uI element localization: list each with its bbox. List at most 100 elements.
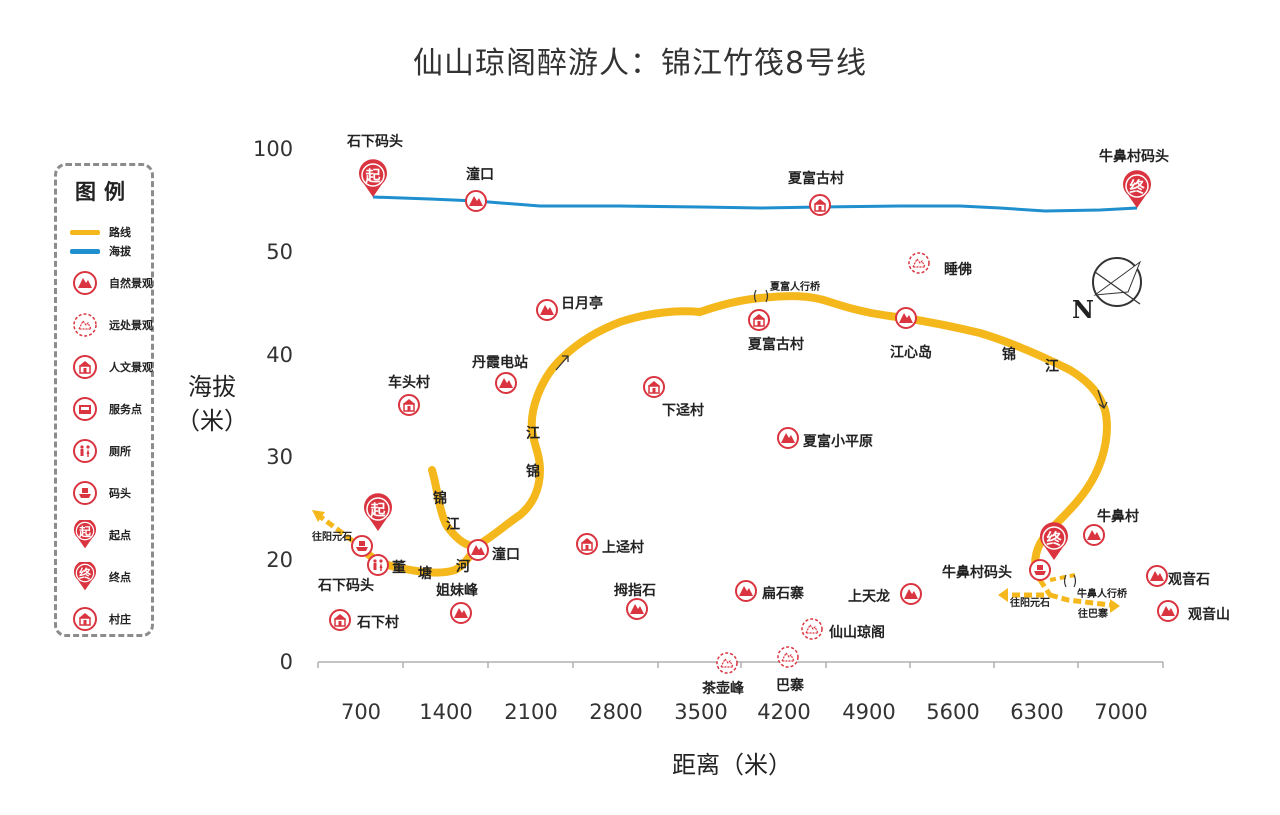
svg-text:起: 起 bbox=[369, 501, 386, 519]
label-shangtianlong: 上天龙 bbox=[848, 589, 890, 605]
distant-mountain-icon bbox=[65, 310, 105, 340]
legend-label: 路线 bbox=[109, 226, 131, 239]
label-chahufeng: 茶壶峰 bbox=[702, 681, 744, 697]
label-end-dock-top: 牛鼻村码头 bbox=[1099, 149, 1169, 165]
village-icon bbox=[65, 604, 105, 634]
label-chetoucun: 车头村 bbox=[388, 375, 430, 391]
legend-label: 远处景观 bbox=[109, 319, 153, 332]
distant-mountain-icon bbox=[777, 646, 799, 668]
dock-icon bbox=[73, 481, 97, 505]
label-shuifo: 睡佛 bbox=[944, 262, 972, 278]
x-tick: 2800 bbox=[589, 700, 643, 724]
x-axis-label: 距离（米） bbox=[672, 751, 792, 779]
village-icon bbox=[748, 309, 770, 331]
label-xiafuxiaopingyuan: 夏富小平原 bbox=[803, 434, 873, 450]
river-label: 河 bbox=[456, 559, 470, 575]
mountain-icon bbox=[900, 583, 922, 605]
legend-item-distant: 远处景观 bbox=[65, 313, 153, 337]
mountain-icon bbox=[777, 427, 799, 449]
river-label: 塘 bbox=[418, 566, 432, 582]
svg-text:终: 终 bbox=[1046, 530, 1062, 548]
river-label: 江 bbox=[526, 426, 540, 442]
bridge-marks bbox=[753, 289, 1077, 588]
legend-label: 终点 bbox=[109, 571, 131, 584]
river-label: 江 bbox=[446, 517, 460, 533]
legend-label: 码头 bbox=[109, 487, 131, 500]
river-label: 锦 bbox=[1002, 347, 1016, 363]
y-axis-label: 海拔 （米） bbox=[176, 370, 248, 438]
y-axis-label-line1: 海拔 bbox=[188, 373, 236, 401]
x-tick: 4200 bbox=[757, 700, 811, 724]
distant-mountain-icon bbox=[716, 652, 738, 674]
mountain-icon bbox=[735, 580, 757, 602]
label-guanyinshi: 观音石 bbox=[1168, 572, 1210, 588]
river-label: 董 bbox=[392, 560, 406, 576]
dock-icon bbox=[351, 535, 373, 557]
label-jiemeifeng: 姐妹峰 bbox=[436, 583, 478, 599]
distant-mountain-icon bbox=[908, 252, 930, 274]
legend-item-village: 村庄 bbox=[65, 607, 131, 631]
label-start-dock-top: 石下码头 bbox=[347, 134, 403, 150]
legend-item-elevation: 海拔 bbox=[65, 239, 131, 263]
end-pin-icon: 终 bbox=[1123, 170, 1151, 208]
village-icon bbox=[398, 394, 420, 416]
y-tick: 100 bbox=[253, 137, 294, 161]
compass-icon bbox=[1092, 257, 1142, 307]
label-xianshanqiongge: 仙山琼阁 bbox=[829, 625, 885, 641]
label-xiafuguc: 夏富古村 bbox=[748, 337, 804, 353]
label-shixiamatou: 石下码头 bbox=[318, 578, 374, 594]
toilet-icon bbox=[65, 436, 105, 466]
compass-north-label: N bbox=[1072, 295, 1094, 324]
label-jiangxindao: 江心岛 bbox=[890, 345, 932, 361]
mountain-icon bbox=[536, 299, 558, 321]
mountain-icon bbox=[467, 539, 489, 561]
service-icon bbox=[65, 394, 105, 424]
temple-icon bbox=[643, 376, 665, 398]
distant-mountain-icon bbox=[801, 618, 823, 640]
legend-label: 人文景观 bbox=[109, 361, 153, 374]
start-pin-icon: 起 bbox=[74, 520, 96, 549]
label-shixiacun: 石下村 bbox=[357, 615, 399, 631]
label-tongkou: 潼口 bbox=[492, 547, 520, 563]
label-tongkou-top: 潼口 bbox=[466, 167, 494, 183]
x-axis-ticks bbox=[317, 662, 1164, 668]
legend-label: 自然景观 bbox=[109, 277, 153, 290]
legend-label: 村庄 bbox=[109, 613, 131, 626]
legend-item-toilet: 厕所 bbox=[65, 439, 131, 463]
label-niubi-bridge: 牛鼻人行桥 bbox=[1077, 589, 1127, 600]
village-icon bbox=[329, 609, 351, 631]
village-icon bbox=[576, 533, 598, 555]
legend-label: 服务点 bbox=[109, 403, 142, 416]
label-shangjingcun: 上迳村 bbox=[602, 540, 644, 556]
legend-label: 厕所 bbox=[109, 445, 131, 458]
start-pin-icon: 起 bbox=[359, 159, 388, 197]
end-pin-icon: 终 bbox=[74, 562, 96, 591]
route-branch-right bbox=[1005, 578, 1055, 598]
river-label: 锦 bbox=[433, 491, 447, 507]
label-xiafu-top: 夏富古村 bbox=[788, 171, 844, 187]
route-line bbox=[428, 292, 1111, 582]
label-niubicunmatou: 牛鼻村码头 bbox=[942, 565, 1012, 581]
y-tick: 20 bbox=[266, 548, 293, 572]
svg-text:起: 起 bbox=[364, 167, 381, 185]
legend-line-elevation bbox=[65, 248, 105, 254]
river-label: 锦 bbox=[526, 464, 540, 480]
x-tick: 2100 bbox=[504, 700, 558, 724]
label-riyueting: 日月亭 bbox=[561, 296, 603, 312]
mountain-icon bbox=[495, 372, 517, 394]
mountain-icon bbox=[450, 602, 472, 624]
dock-icon bbox=[1029, 559, 1051, 581]
mountain-icon bbox=[626, 598, 648, 620]
x-tick: 5600 bbox=[926, 700, 980, 724]
svg-text:终: 终 bbox=[1129, 178, 1145, 196]
x-tick: 7000 bbox=[1094, 700, 1148, 724]
svg-text:起: 起 bbox=[78, 525, 91, 539]
legend-item-end: 终 终点 bbox=[65, 562, 131, 591]
legend-line-swatch bbox=[70, 248, 100, 254]
legend-item-start: 起 起点 bbox=[65, 520, 131, 549]
y-tick: 50 bbox=[266, 240, 293, 264]
label-wangbazhai: 往巴寨 bbox=[1078, 609, 1108, 620]
toilet-icon bbox=[367, 554, 389, 576]
x-tick: 700 bbox=[340, 700, 382, 724]
